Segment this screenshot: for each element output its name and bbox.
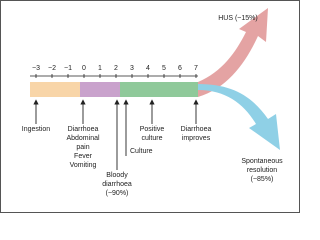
tick-label: 5 xyxy=(162,65,166,72)
tick-label: 3 xyxy=(130,65,134,72)
resolution-label: Spontaneous resolution (~85%) xyxy=(241,158,283,183)
tick-label: −3 xyxy=(32,65,40,72)
event-label: (~90%) xyxy=(106,190,129,197)
event-label: pain xyxy=(76,144,89,151)
resolution-line: Spontaneous xyxy=(241,158,283,165)
tick-label: 1 xyxy=(98,65,102,72)
incubation-segment xyxy=(30,82,80,97)
event-label: Vomiting xyxy=(70,162,97,169)
event-label: improves xyxy=(182,135,211,142)
hus-label: HUS (~15%) xyxy=(218,15,257,22)
event-label: culture xyxy=(141,135,162,142)
events: Ingestion Diarrhoea Abdominal pain Fever Vomi… xyxy=(22,99,212,197)
resolution-line: (~85%) xyxy=(251,176,274,183)
event-label: Positive xyxy=(140,126,165,133)
event-label: Diarrhoea xyxy=(68,126,99,133)
tick-label: 7 xyxy=(194,65,198,72)
event-label: Ingestion xyxy=(22,126,51,133)
tick-label: 6 xyxy=(178,65,182,72)
tick-label: 0 xyxy=(82,65,86,72)
event-label: Abdominal xyxy=(66,135,100,142)
event-label: Culture xyxy=(130,148,153,155)
tick-label: 4 xyxy=(146,65,150,72)
diagram: −3 −2 −1 0 1 2 3 4 5 6 7 Ingestion Diarrhoea Abdomin… xyxy=(0,0,300,213)
tick-label: −1 xyxy=(64,65,72,72)
event-label: Bloody xyxy=(106,172,128,179)
event-label: Fever xyxy=(74,153,93,160)
early-segment xyxy=(80,82,120,97)
event-label: Diarrhoea xyxy=(181,126,212,133)
late-segment xyxy=(120,82,198,97)
tick-label: −2 xyxy=(48,65,56,72)
ticks: −3 −2 −1 0 1 2 3 4 5 6 7 xyxy=(32,65,198,78)
resolution-line: resolution xyxy=(247,167,277,174)
hus-arrow xyxy=(198,8,268,97)
event-label: diarrhoea xyxy=(102,181,132,188)
resolution-arrow xyxy=(198,84,280,150)
tick-label: 2 xyxy=(114,65,118,72)
